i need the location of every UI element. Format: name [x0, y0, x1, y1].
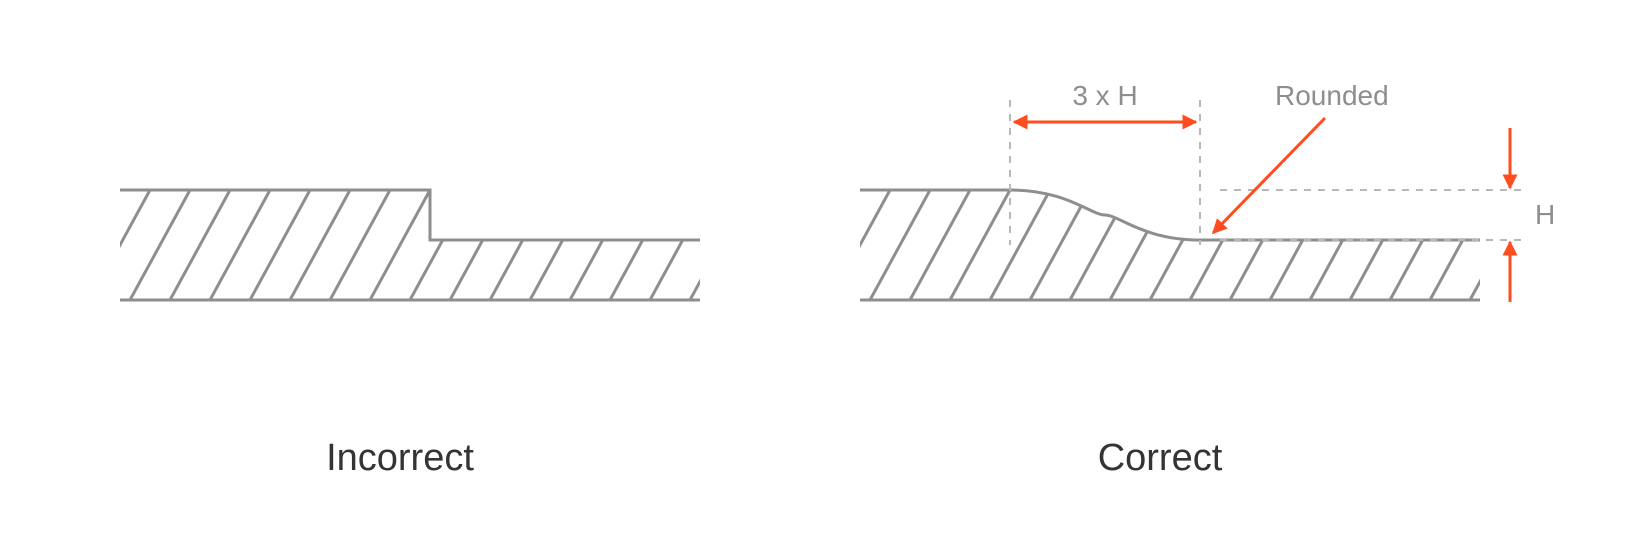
label-span: 3 x H — [1072, 80, 1137, 111]
correct-caption: Correct — [1098, 437, 1223, 479]
dimension-rounded-arrow — [1213, 118, 1325, 233]
label-h: H — [1535, 199, 1555, 230]
incorrect-caption: Incorrect — [326, 437, 474, 479]
correct-diagram: 3 x H Rounded H Correct — [670, 80, 1610, 479]
incorrect-diagram: Incorrect — [0, 190, 830, 479]
correct-top-outline — [860, 190, 1480, 240]
label-rounded: Rounded — [1275, 80, 1389, 111]
